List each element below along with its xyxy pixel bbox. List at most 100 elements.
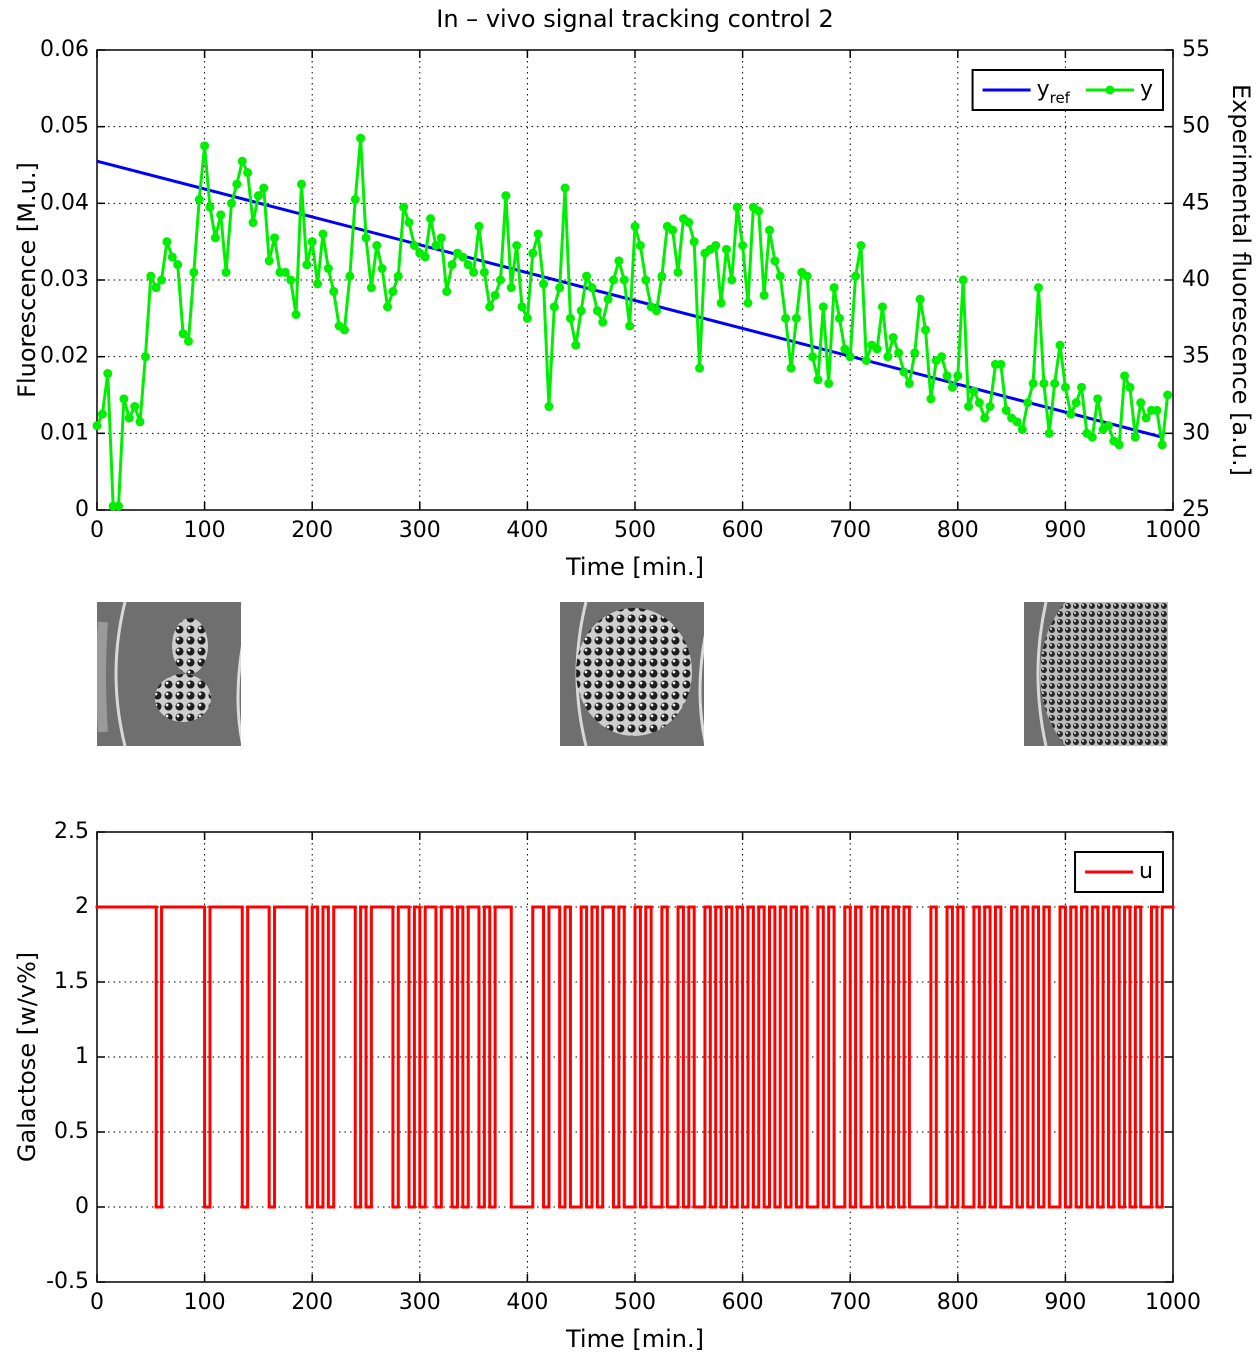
x-tick-label: 500 [614,1290,656,1315]
data-point [496,275,505,285]
y2-axis-label: Experimental fluorescence [a.u.] [1227,84,1255,476]
data-point [711,241,721,250]
data-point [372,241,382,250]
micrograph [1024,602,1168,746]
data-point [565,313,575,323]
data-point [1163,390,1173,400]
data-point [216,210,226,220]
data-point [582,271,592,281]
x-tick-label: 900 [1044,518,1086,543]
data-point [1050,379,1060,388]
data-point [985,402,995,411]
data-point [264,256,274,266]
data-point [770,256,780,266]
chamber-wall [97,621,108,733]
data-point [393,271,403,281]
y-axis-label: Fluorescence [M.u.] [13,162,41,398]
data-point [673,267,683,277]
data-point [980,413,990,423]
data-point [291,310,301,319]
data-point [339,325,349,335]
data-point [130,402,140,411]
data-point [684,218,694,227]
y-tick-label: 0.03 [40,267,89,292]
data-point [286,275,296,285]
y-tick-label: 0 [75,497,89,522]
data-point [937,352,947,362]
data-point [296,179,306,189]
data-point [1120,371,1130,381]
data-point [969,386,979,396]
cell-cluster [155,674,211,722]
y2-tick-label: 50 [1182,114,1210,139]
y-tick-label: 0 [75,1194,89,1219]
data-point [824,379,834,388]
data-point [517,302,527,312]
data-point [356,133,366,143]
data-point [652,306,662,316]
data-point [894,348,904,358]
data-point [366,283,376,293]
data-point [485,302,495,312]
legend-marker [1105,85,1115,95]
data-point [399,202,409,212]
data-point [506,283,516,293]
data-point [630,221,640,231]
data-point [114,501,124,511]
data-point [447,260,457,270]
data-point [695,363,705,373]
x-tick-label: 400 [506,518,548,543]
data-point [178,329,188,339]
x-tick-label: 600 [722,518,764,543]
chamber-edge [698,634,704,744]
data-point [560,183,570,193]
data-point [221,267,231,277]
data-point [1103,421,1113,431]
x-tick-label: 900 [1044,1290,1086,1315]
data-point [313,279,323,289]
data-point [103,369,113,379]
data-point [942,371,952,381]
legend-name: u [1139,859,1153,884]
data-point [237,156,247,166]
data-point [716,298,726,308]
data-point [754,206,764,216]
data-point [253,191,263,201]
data-point [1039,379,1049,388]
x-tick-label: 100 [184,1290,226,1315]
data-point [539,279,549,289]
y-tick-label: 0.04 [40,190,89,215]
chamber-edge [236,645,241,744]
x-tick-label: 0 [90,1290,104,1315]
data-point [587,283,597,293]
cell-colony [1040,602,1168,746]
data-point [781,313,791,323]
data-point [947,382,957,392]
x-tick-label: 200 [291,1290,333,1315]
data-point [1001,405,1011,415]
x-tick-label: 800 [937,518,979,543]
data-point [151,283,161,293]
y-tick-label: 0.06 [40,37,89,62]
data-point [619,275,629,285]
y2-tick-label: 35 [1182,344,1210,369]
data-point [598,317,608,327]
data-point [1055,340,1065,350]
legend-label: y [1140,77,1153,102]
data-point [1023,398,1033,408]
data-point [243,168,253,178]
data-point [996,359,1006,369]
data-point [383,302,393,312]
data-point [759,290,769,300]
data-point [140,352,150,362]
data-point [926,394,936,404]
data-point [657,271,667,281]
data-point [775,271,785,281]
data-point [173,260,183,270]
data-point [743,298,753,308]
y-tick-label: 0.02 [40,344,89,369]
data-point [458,252,468,262]
data-point [1012,417,1022,427]
data-point [162,237,172,247]
